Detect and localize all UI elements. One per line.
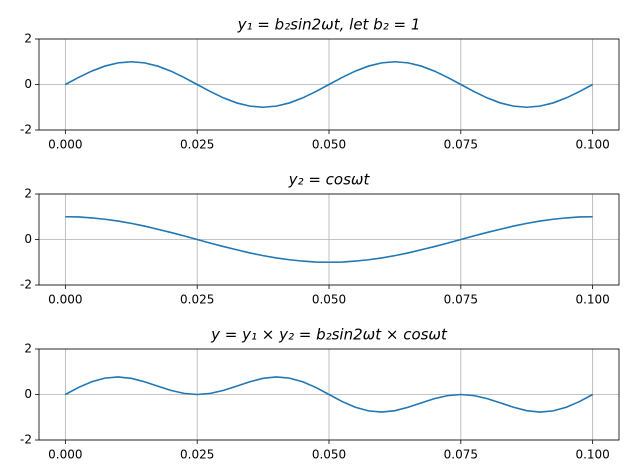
x-tick-label: 0.100: [575, 293, 609, 307]
x-tick-label: 0.100: [575, 138, 609, 152]
y-tick-label: 2: [24, 32, 32, 46]
y-tick-label: 0: [24, 77, 32, 91]
x-tick-label: 0.075: [444, 448, 478, 462]
x-tick-label: 0.050: [312, 138, 346, 152]
x-tick-label: 0.075: [444, 293, 478, 307]
y-tick-label: 2: [24, 342, 32, 356]
x-tick-label: 0.025: [180, 138, 214, 152]
data-line: [64, 60, 594, 109]
x-tick-label: 0.000: [48, 293, 82, 307]
x-tick-label: 0.000: [48, 448, 82, 462]
x-tick-label: 0.100: [575, 448, 609, 462]
chart-title: y₂ = cosωt: [288, 171, 371, 189]
x-tick-label: 0.075: [444, 138, 478, 152]
axes-frame: [38, 348, 620, 441]
x-tick-label: 0.025: [180, 293, 214, 307]
y-tick-label: -2: [20, 123, 32, 137]
y-tick-label: -2: [20, 433, 32, 447]
y-tick-label: 0: [24, 387, 32, 401]
x-tick-label: 0.025: [180, 448, 214, 462]
y-tick-label: 2: [24, 187, 32, 201]
x-tick-label: 0.050: [312, 293, 346, 307]
chart-title: y₁ = b₂sin2ωt, let b₂ = 1: [237, 16, 421, 34]
y-tick-label: 0: [24, 232, 32, 246]
chart-title: y = y₁ × y₂ = b₂sin2ωt × cosωt: [210, 326, 448, 344]
axes-frame: [38, 193, 620, 286]
data-line: [65, 215, 593, 264]
data-line: [64, 376, 594, 413]
y-tick-label: -2: [20, 278, 32, 292]
x-tick-label: 0.050: [312, 448, 346, 462]
axes-frame: [38, 38, 620, 131]
x-tick-label: 0.000: [48, 138, 82, 152]
